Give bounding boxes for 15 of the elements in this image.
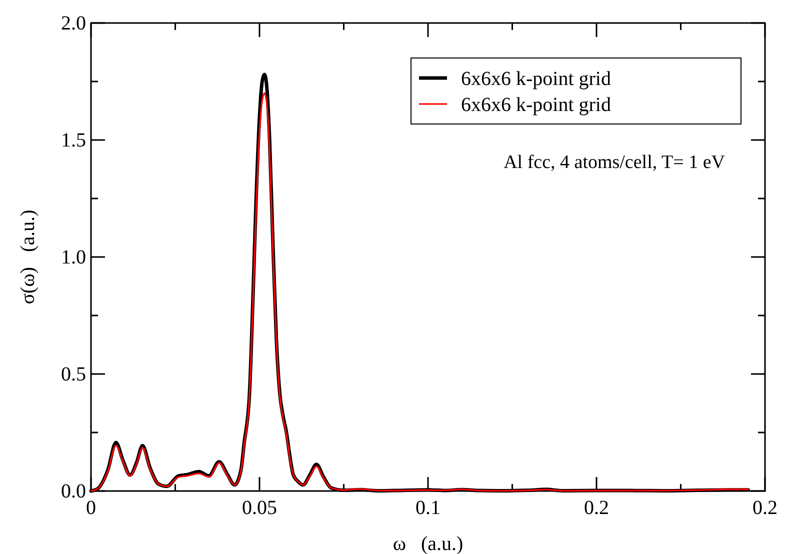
y-tick-label: 1.0 <box>61 246 86 268</box>
x-tick-label: 0.2 <box>584 497 609 519</box>
legend-label: 6x6x6 k-point grid <box>461 94 611 116</box>
y-tick-label: 1.5 <box>61 129 86 152</box>
x-tick-label: 0 <box>86 497 96 519</box>
y-tick-label: 0.0 <box>61 480 86 502</box>
y-axis-title: σ(ω) (a.u.) <box>17 210 39 304</box>
x-tick-label: 0.2 <box>752 497 778 519</box>
legend-label: 6x6x6 k-point grid <box>461 68 611 90</box>
x-axis-title: ω (a.u.) <box>392 533 464 554</box>
annotation: Al fcc, 4 atoms/cell, T= 1 eV <box>504 152 726 173</box>
y-tick-label: 2.0 <box>61 12 86 34</box>
x-tick-label: 0.05 <box>242 497 277 519</box>
x-tick-label: 0.1 <box>416 497 440 519</box>
y-tick-label: 0.5 <box>61 363 86 386</box>
